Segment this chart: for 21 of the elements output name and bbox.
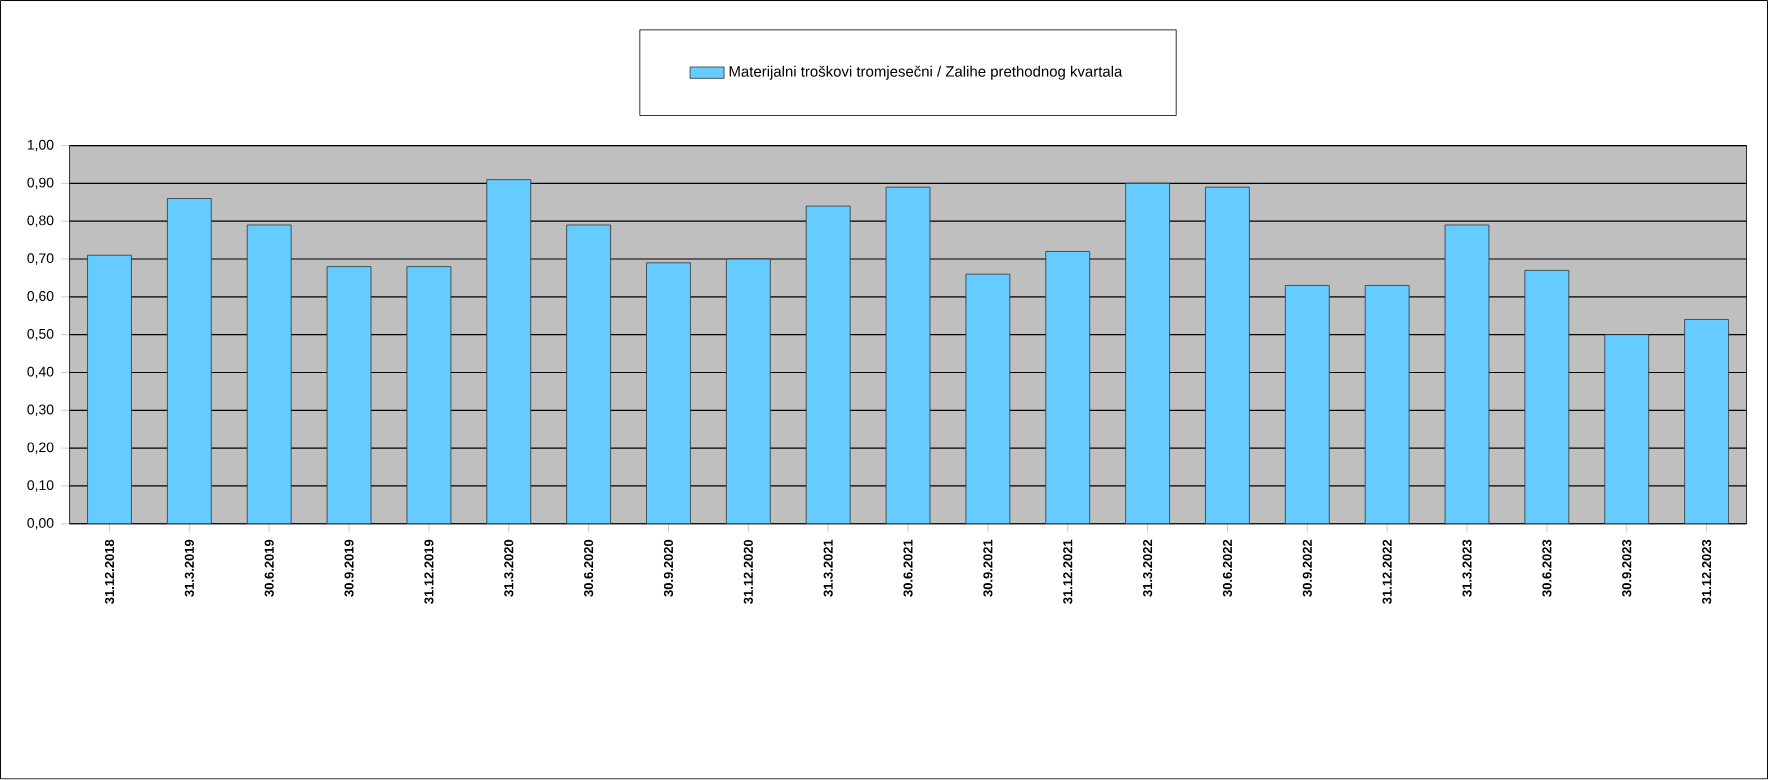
bar <box>1364 285 1410 525</box>
bar <box>486 179 532 525</box>
bar <box>1524 270 1570 525</box>
bar <box>1444 224 1490 525</box>
bar <box>1045 251 1091 525</box>
bar <box>1604 334 1650 525</box>
bar <box>1125 183 1170 525</box>
bar <box>805 205 851 525</box>
bar <box>1684 319 1729 525</box>
bar <box>566 224 611 525</box>
bar <box>885 187 931 525</box>
bar <box>87 255 132 525</box>
bar <box>246 224 292 525</box>
bar <box>326 266 372 525</box>
bar <box>1284 285 1330 525</box>
bar <box>646 262 691 525</box>
bar <box>166 198 212 525</box>
bar <box>965 274 1011 525</box>
bar <box>725 258 771 525</box>
bar <box>1205 187 1250 525</box>
bar <box>406 266 452 525</box>
